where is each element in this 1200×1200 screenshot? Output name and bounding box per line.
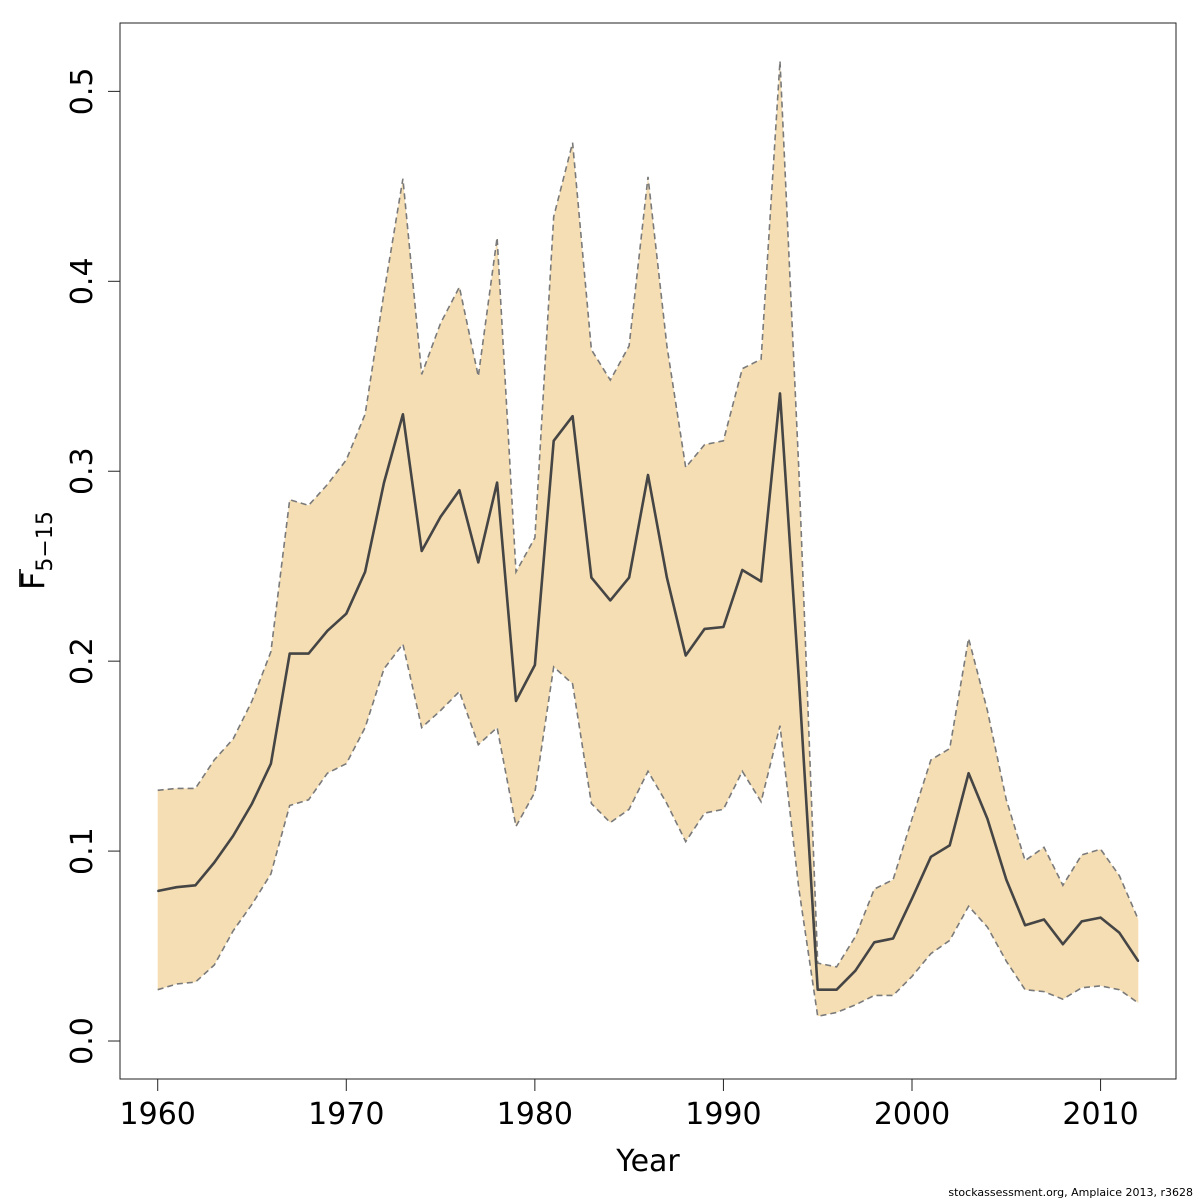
x-axis: 1960 1970 1980 1990 2000 2010 bbox=[120, 1078, 1139, 1132]
y-tick-label: 0.5 bbox=[65, 68, 100, 116]
estimate-point bbox=[816, 988, 819, 991]
estimate-point bbox=[911, 897, 913, 900]
y-axis-title: F5−15 bbox=[14, 511, 58, 590]
estimate-point bbox=[175, 886, 178, 888]
estimate-point bbox=[590, 576, 593, 579]
estimate-point bbox=[402, 413, 404, 416]
estimate-point bbox=[232, 835, 234, 837]
estimate-point bbox=[1118, 932, 1121, 934]
estimate-point bbox=[439, 516, 442, 518]
estimate-point bbox=[967, 772, 970, 774]
source-caption: stockassessment.org, Amplaice 2013, r362… bbox=[948, 1186, 1193, 1199]
y-tick-label: 0.2 bbox=[65, 637, 100, 685]
estimate-point bbox=[364, 571, 366, 573]
estimate-point bbox=[288, 652, 291, 655]
estimate-point bbox=[345, 612, 348, 615]
estimate-point bbox=[930, 856, 932, 858]
confidence-band-area bbox=[157, 61, 1139, 1017]
confidence-band-layer bbox=[157, 60, 1140, 1018]
x-tick-label: 2010 bbox=[1062, 1097, 1138, 1132]
estimate-point bbox=[666, 576, 668, 579]
estimate-point bbox=[1062, 943, 1064, 945]
estimate-point bbox=[647, 474, 649, 476]
estimate-point bbox=[383, 481, 385, 484]
estimate-point bbox=[477, 561, 480, 564]
estimate-point bbox=[458, 489, 461, 492]
estimate-point bbox=[835, 988, 838, 991]
upper-bound-line bbox=[157, 60, 1140, 968]
estimate-point bbox=[986, 818, 989, 820]
estimate-point bbox=[741, 569, 744, 571]
y-axis-title-subscript: 5−15 bbox=[33, 511, 58, 571]
y-tick-label: 0.0 bbox=[65, 1017, 100, 1065]
x-tick-label: 1980 bbox=[497, 1097, 573, 1132]
estimate-point bbox=[213, 861, 216, 864]
x-tick-label: 2000 bbox=[874, 1097, 950, 1132]
estimate-point bbox=[892, 937, 894, 940]
x-tick-label: 1960 bbox=[120, 1097, 196, 1132]
y-axis-title-main: F bbox=[14, 572, 52, 590]
estimate-point bbox=[1043, 918, 1045, 921]
estimate-point bbox=[326, 630, 329, 632]
estimate-point bbox=[779, 392, 781, 395]
estimate-point bbox=[1099, 916, 1102, 919]
y-tick-label: 0.4 bbox=[65, 257, 100, 305]
estimate-point bbox=[798, 679, 800, 681]
estimate-point bbox=[552, 440, 555, 442]
lower-bound-line bbox=[157, 642, 1139, 1018]
estimate-line-layer bbox=[156, 392, 1140, 992]
x-tick-label: 1970 bbox=[308, 1097, 384, 1132]
estimate-point bbox=[571, 415, 574, 418]
estimate-point bbox=[515, 700, 517, 702]
y-tick-label: 0.1 bbox=[65, 827, 100, 875]
estimate-point bbox=[307, 652, 310, 655]
estimate-point bbox=[760, 580, 762, 583]
estimate-point bbox=[873, 941, 876, 944]
estimate-point bbox=[251, 802, 253, 805]
y-tick-label: 0.3 bbox=[65, 447, 100, 495]
estimate-point bbox=[420, 550, 423, 552]
estimate-point bbox=[496, 481, 498, 484]
x-axis-title: Year bbox=[615, 1144, 680, 1179]
estimate-point bbox=[854, 969, 857, 972]
estimate-point bbox=[1024, 924, 1026, 926]
estimate-point bbox=[722, 626, 725, 628]
estimate-point bbox=[1080, 920, 1083, 923]
estimate-point bbox=[1005, 878, 1008, 881]
estimate-point bbox=[684, 654, 687, 657]
x-tick-label: 1990 bbox=[685, 1097, 761, 1132]
estimate-point bbox=[270, 762, 272, 765]
y-axis: 0.0 0.1 0.2 0.3 0.4 0.5 bbox=[65, 68, 121, 1065]
estimate-point bbox=[948, 844, 951, 847]
estimate-point bbox=[156, 890, 159, 892]
svg-text:F5−15: F5−15 bbox=[14, 511, 58, 590]
estimate-point bbox=[609, 599, 612, 602]
estimate-point bbox=[534, 664, 536, 666]
estimate-point bbox=[194, 884, 197, 887]
estimate-point bbox=[1137, 960, 1140, 962]
estimate-point bbox=[628, 576, 630, 579]
estimate-point bbox=[703, 628, 706, 630]
